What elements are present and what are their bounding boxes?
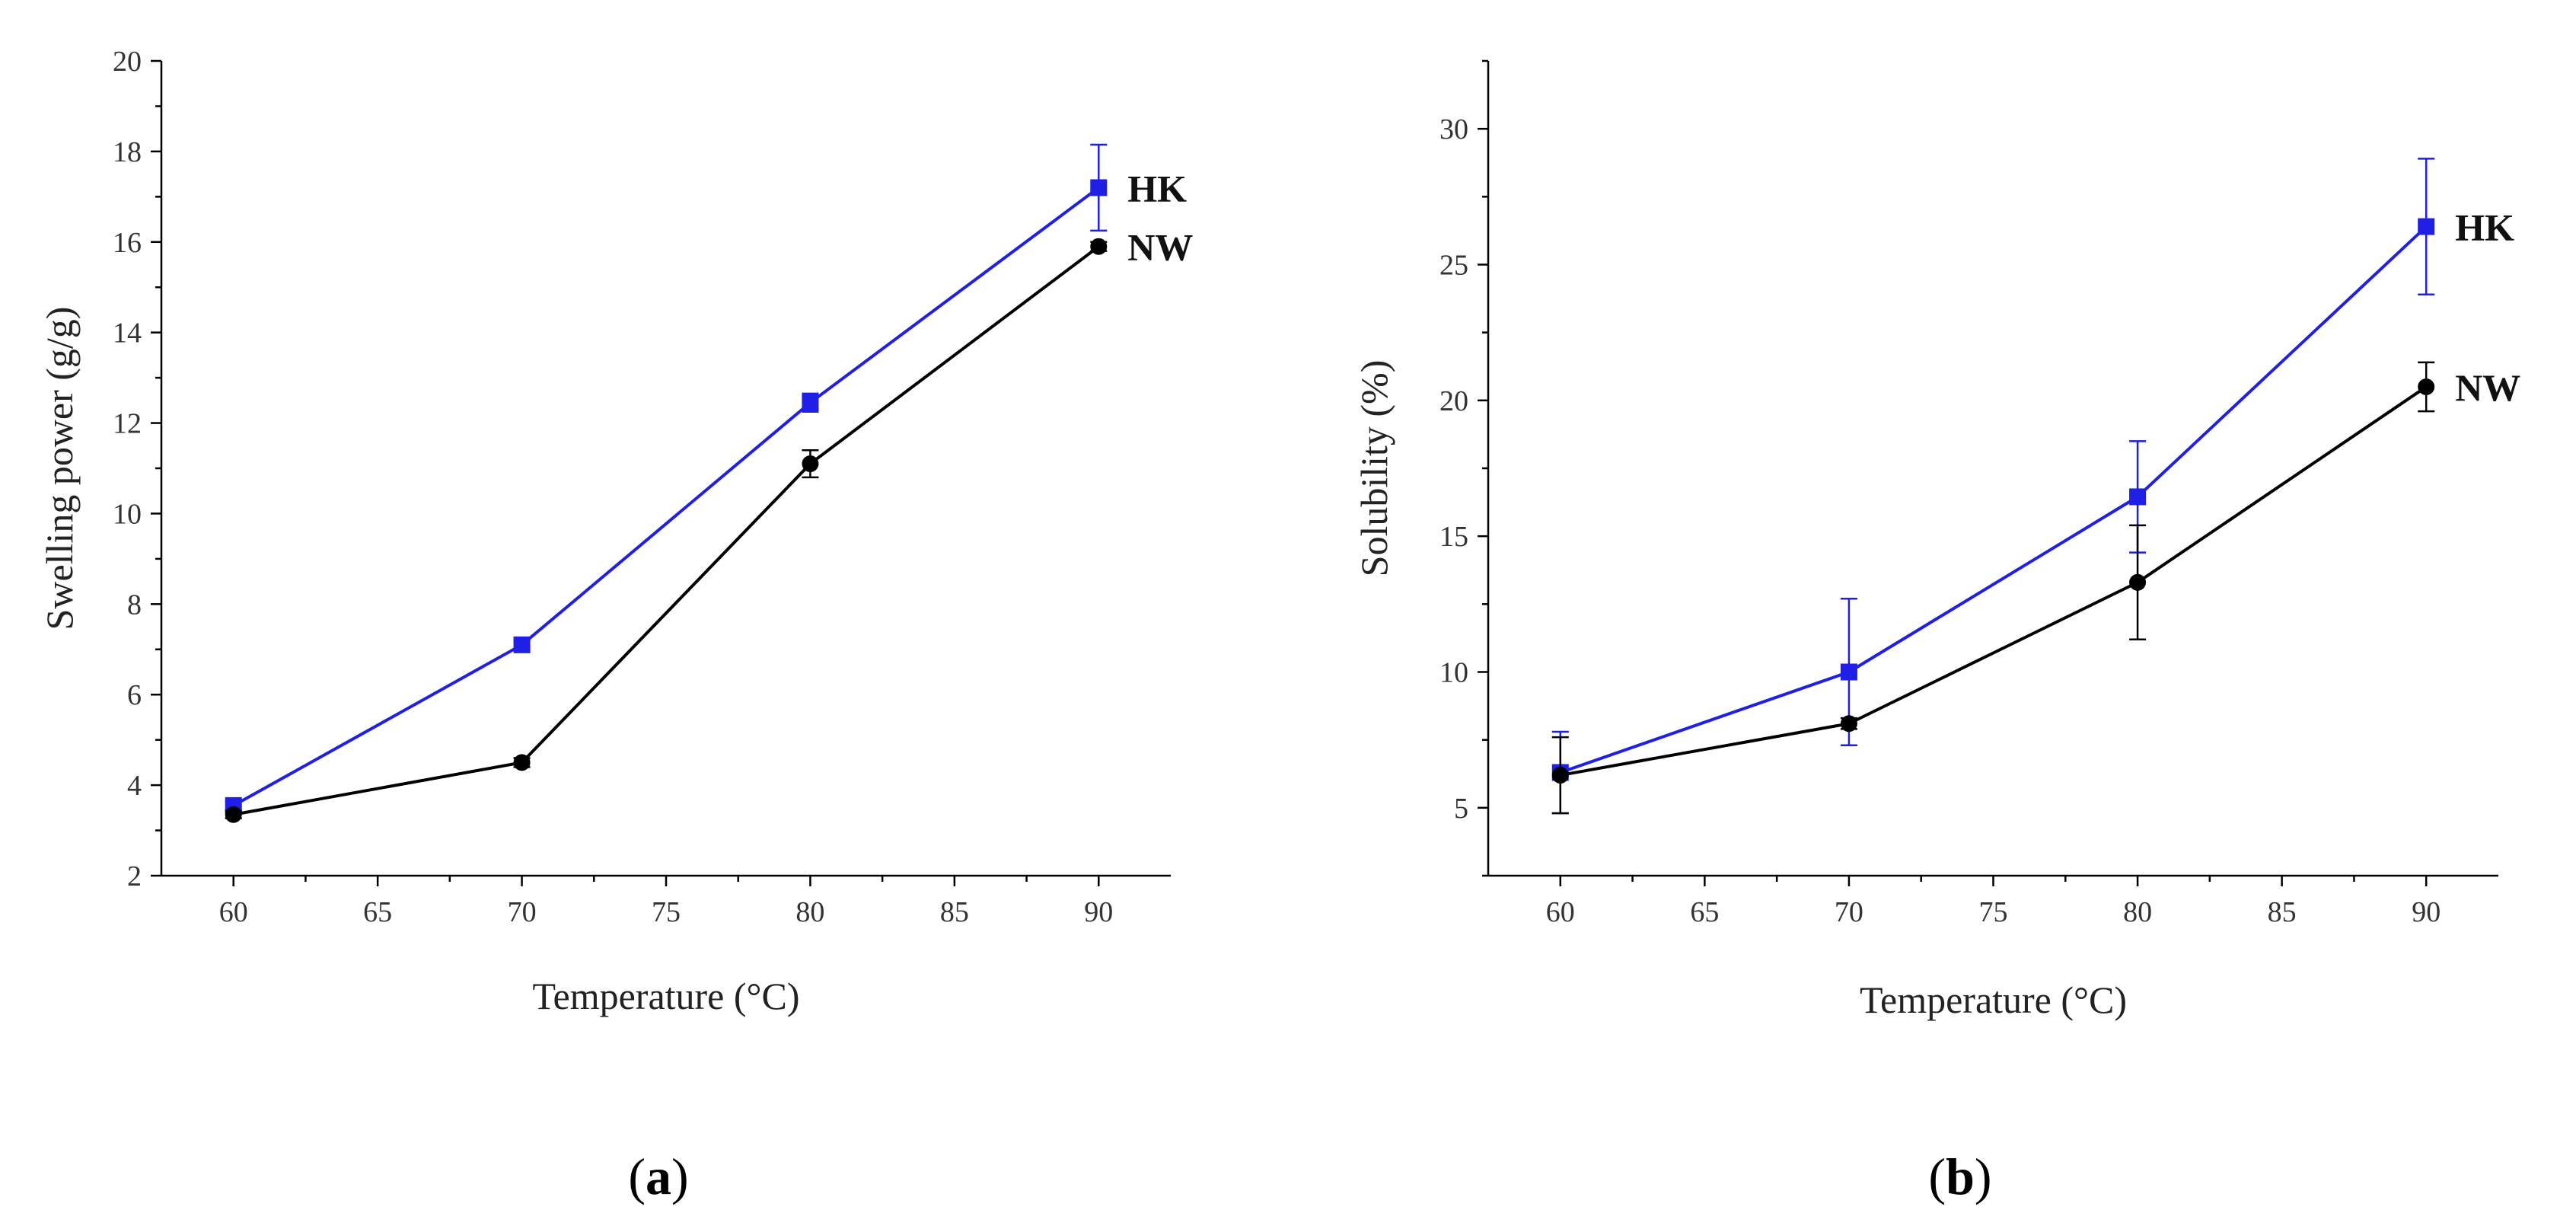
- data-point: [2129, 488, 2147, 506]
- data-point: [2418, 378, 2435, 395]
- x-axis-title: Temperature (°C): [1860, 978, 2127, 1021]
- panel-caption-letter: a: [646, 1148, 671, 1205]
- x-tick-label: 85: [940, 896, 969, 928]
- series-line: [1560, 385, 2428, 777]
- data-point: [2129, 573, 2147, 591]
- y-tick-label: 5: [1454, 793, 1468, 825]
- x-tick-label: 75: [652, 896, 681, 928]
- x-tick-label: 70: [508, 896, 537, 928]
- x-tick-label: 70: [1835, 896, 1863, 928]
- panel-caption: (a): [628, 1148, 688, 1205]
- y-tick-label: 6: [127, 679, 142, 711]
- x-tick-label: 75: [1979, 896, 2008, 928]
- y-tick-label: 20: [1439, 385, 1468, 417]
- y-axis-title: Solubility (%): [1353, 360, 1395, 577]
- y-tick-label: 14: [113, 318, 142, 350]
- data-point: [1090, 179, 1108, 196]
- series-line: [1560, 225, 2428, 774]
- data-point: [802, 455, 819, 473]
- y-tick-label: 25: [1439, 250, 1468, 282]
- panel-a-swelling-power-chart: 2 4 6 8 10 12 14 16 18 20 60 65 70 75 80 85 90 Temperatur…: [38, 46, 1193, 1205]
- data-point: [225, 806, 242, 823]
- series-line: [233, 245, 1100, 816]
- series-line: [232, 186, 1100, 807]
- data-point: [1090, 238, 1108, 255]
- series-label: HK: [2455, 206, 2514, 249]
- x-tick-label: 90: [2412, 896, 2441, 928]
- x-tick-label: 85: [2268, 896, 2297, 928]
- data-point: [1840, 715, 1857, 733]
- x-tick-label: 60: [1546, 896, 1575, 928]
- data-point: [1551, 767, 1569, 784]
- y-tick-label: 10: [1439, 657, 1468, 689]
- y-tick-label: 20: [113, 46, 142, 78]
- data-point: [513, 754, 531, 771]
- y-tick-label: 12: [113, 408, 142, 440]
- y-tick-label: 2: [127, 860, 142, 892]
- data-point: [513, 636, 531, 653]
- x-tick-label: 80: [2123, 896, 2152, 928]
- series-nw: NW: [225, 226, 1193, 823]
- x-tick-label: 60: [219, 896, 248, 928]
- series-hk: HK: [1551, 158, 2514, 815]
- y-tick-label: 30: [1439, 113, 1468, 145]
- x-tick-label: 80: [795, 896, 824, 928]
- y-tick-label: 8: [127, 589, 142, 621]
- y-tick-label: 18: [113, 136, 142, 168]
- series-label: NW: [2455, 366, 2520, 409]
- y-axis-title: Swelling power (g/g): [38, 307, 81, 630]
- y-tick-label: 15: [1439, 521, 1468, 553]
- y-tick-label: 10: [113, 498, 142, 530]
- series-hk: HK: [225, 143, 1187, 814]
- panel-b-solubility-chart: 5 10 15 20 25 30 60 65 70 75 80 85 90 Temperature (°C…: [1353, 59, 2520, 1205]
- data-point: [2418, 218, 2435, 235]
- panel-caption-letter: b: [1946, 1148, 1975, 1205]
- y-tick-label: 16: [113, 227, 142, 259]
- y-tick-label: 4: [127, 770, 142, 802]
- panel-caption: (b): [1928, 1148, 1991, 1205]
- series-label: NW: [1127, 226, 1193, 269]
- x-axis-title: Temperature (°C): [532, 975, 799, 1017]
- series-nw: NW: [1551, 361, 2520, 815]
- x-tick-label: 65: [363, 896, 392, 928]
- x-tick-label: 90: [1084, 896, 1113, 928]
- x-tick-label: 65: [1690, 896, 1719, 928]
- series-label: HK: [1127, 167, 1187, 209]
- data-point: [1840, 663, 1857, 681]
- data-point: [802, 394, 819, 411]
